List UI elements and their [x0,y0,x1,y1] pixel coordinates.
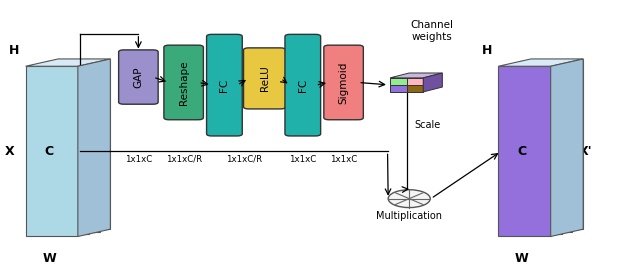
FancyBboxPatch shape [207,34,243,136]
Polygon shape [423,73,442,92]
Polygon shape [499,66,550,236]
Text: ReLU: ReLU [260,66,269,91]
Text: H: H [9,43,19,57]
FancyBboxPatch shape [285,34,321,136]
Text: Scale: Scale [414,120,440,130]
Text: Multiplication: Multiplication [376,211,442,221]
Text: 1x1xC/R: 1x1xC/R [166,155,202,164]
FancyBboxPatch shape [324,45,364,120]
Polygon shape [47,61,100,232]
Text: X': X' [579,145,593,158]
Polygon shape [58,59,110,229]
Text: 1x1xC: 1x1xC [330,155,357,164]
Polygon shape [26,59,110,66]
Polygon shape [78,59,110,236]
Text: W: W [42,252,56,265]
Text: FC: FC [298,79,308,92]
Text: X: X [5,145,15,158]
Text: C: C [517,145,527,158]
Text: W: W [515,252,529,265]
Polygon shape [36,64,89,234]
Text: GAP: GAP [133,66,143,88]
FancyBboxPatch shape [118,50,158,104]
Text: Channel
weights: Channel weights [410,20,453,42]
FancyBboxPatch shape [164,45,204,120]
FancyBboxPatch shape [244,48,285,109]
Polygon shape [531,59,583,229]
Text: 1x1xC: 1x1xC [125,155,152,164]
Text: FC: FC [220,79,229,92]
Polygon shape [520,61,572,232]
Text: 1x1xC/R: 1x1xC/R [227,155,262,164]
Text: Sigmoid: Sigmoid [339,61,349,104]
Polygon shape [390,73,442,78]
Polygon shape [406,78,423,85]
Polygon shape [390,85,406,92]
Circle shape [388,190,430,207]
Text: C: C [45,145,54,158]
Text: Reshape: Reshape [179,60,189,105]
Text: 1x1xC: 1x1xC [289,155,316,164]
Polygon shape [26,66,78,236]
Polygon shape [390,78,406,85]
Polygon shape [499,59,583,66]
Polygon shape [550,59,583,236]
Polygon shape [406,85,423,92]
Polygon shape [509,64,561,234]
Text: H: H [482,43,492,57]
